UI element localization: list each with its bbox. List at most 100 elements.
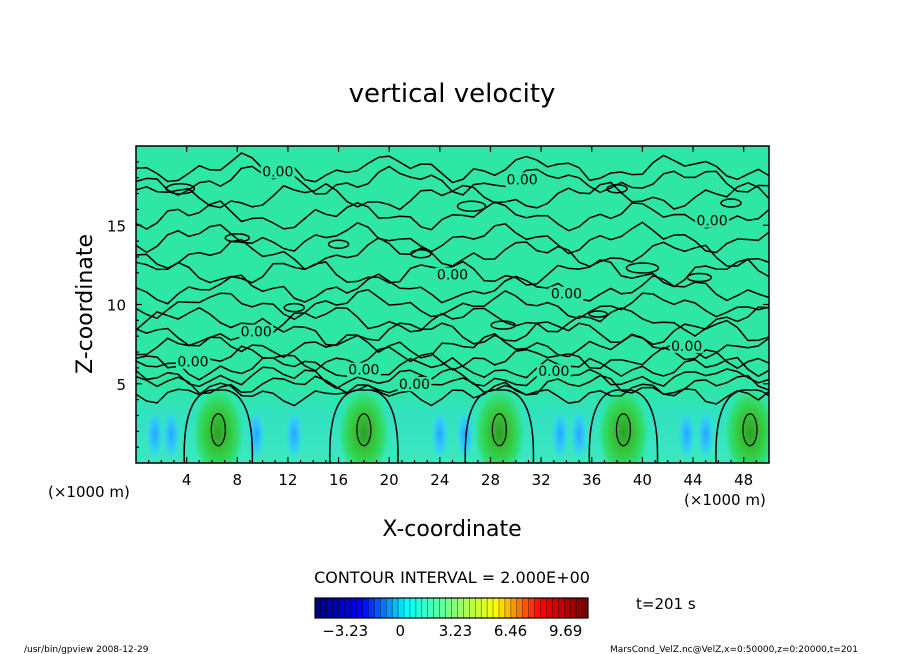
contour-label-bg-5 [549,286,584,301]
colorbar-cell-25 [457,598,464,618]
contour-island-1 [165,183,196,195]
updraft-zero-contour-2 [329,389,399,463]
zero-contour-4 [136,200,769,232]
colorbar-cell-22 [439,598,446,618]
contour-lines [136,152,769,463]
colorbar-cell-30 [487,598,494,618]
colorbar-tick-label-3: 3.23 [439,622,472,640]
colorbar-cell-40 [546,598,553,618]
time-label: t=201 s [636,595,696,613]
footer-left: /usr/bin/gpview 2008-12-29 [24,645,149,654]
colorbar-tick-label-1: −3.23 [322,622,368,640]
colorbar-tick-label-5: 9.69 [549,622,582,640]
colorbar-cell-28 [475,598,482,618]
contour-label-bg-6 [239,324,274,339]
colorbar-cell-46 [582,598,589,618]
updraft-core-contour-3 [491,413,507,447]
contour-island-7 [625,262,660,274]
updraft-zero-contour-3 [464,389,535,463]
colorbar-cell-42 [558,598,565,618]
contour-label-2: 0.00 [507,172,538,188]
downdraft-8 [570,408,589,461]
contour-island-12 [588,310,608,318]
contour-island-3 [606,184,628,194]
contour-label-10: 0.00 [538,364,569,380]
downdraft-5 [430,408,449,461]
zero-contour-9 [136,288,769,321]
colorbar-cell-36 [522,598,529,618]
x-tick-label-20: 20 [380,471,399,489]
zero-contour-17 [136,381,769,407]
x-tick-label-24: 24 [430,471,449,489]
x-unit-right: (×1000 m) [684,491,766,509]
x-tick-label-36: 36 [582,471,601,489]
zero-contour-3 [136,181,769,211]
contour-label-7: 0.00 [671,339,702,355]
colorbar-cell-12 [380,598,387,618]
downdraft-1 [145,408,164,461]
downdraft-3 [247,408,266,461]
plot-area: 0.00 0.00 0.00 0.00 0.00 0.00 0.00 0.00 0.00 0.00… [136,146,769,463]
updraft-core-contour-1 [210,413,226,447]
x-tick-label-32: 32 [532,471,551,489]
colorbar-cell-26 [463,598,470,618]
updraft-1 [192,386,245,463]
contour-label-4: 0.00 [437,268,468,284]
zero-contour-12 [136,332,769,360]
contour-island-10 [490,320,516,330]
colorbar-cell-34 [510,598,518,618]
colorbar-cell-31 [493,598,500,618]
updraft-core-contour-5 [742,413,758,447]
contour-interval-text: CONTOUR INTERVAL = 2.000E+00 [314,568,590,587]
colorbar-cell-27 [469,598,476,618]
colorbar-cell-8 [356,598,363,618]
x-tick-label-4: 4 [182,471,192,489]
updraft-2 [337,386,390,463]
zero-contour-1 [136,152,769,184]
x-tick-label-16: 16 [329,471,348,489]
downdraft-4 [285,408,304,461]
colorbar-cell-32 [498,598,506,618]
y-tick-label-10: 10 [107,297,126,315]
chart-title: vertical velocity [349,79,556,109]
x-axis-label: X-coordinate [382,517,521,542]
contour-island-11 [283,302,305,313]
velocity-cells [145,386,769,463]
updraft-4 [597,386,650,463]
downdraft-2 [162,408,181,461]
contour-island-6 [410,249,432,259]
colorbar-cell-6 [344,598,351,618]
colorbar-cell-4 [332,598,340,618]
contour-label-3: 0.00 [696,214,727,230]
colorbar-cell-35 [516,598,524,618]
colorbar-cell-45 [576,598,583,618]
colorbar-cell-2 [320,598,328,618]
colorbar-cell-14 [392,598,399,618]
x-tick-label-12: 12 [278,471,297,489]
colorbar-cell-37 [528,598,535,618]
zero-contour-10 [136,306,769,337]
contour-label-bg-11 [397,376,432,391]
colorbar-cell-1 [315,598,322,618]
colorbar-tick-labels: −3.23 0 3.23 6.46 9.69 [322,622,582,640]
zero-contour-15 [136,366,769,390]
contour-label-11: 0.00 [399,377,430,393]
colorbar-cell-17 [409,598,417,618]
updraft-zero-contour-5 [715,389,769,463]
colorbar-cell-19 [421,598,429,618]
colorbar-cell-3 [326,598,334,618]
colorbar-cell-13 [386,598,393,618]
contour-label-bg-10 [536,364,571,379]
colorbar-cell-43 [564,598,571,618]
x-tick-label-48: 48 [734,471,753,489]
footer-right: MarsCond_VelZ.nc@VelZ,x=0:50000,z=0:2000… [610,645,858,654]
zero-contour-13 [136,345,769,372]
zero-contour-14 [136,356,769,381]
downdraft-6 [456,408,475,461]
colorbar-cell-21 [433,598,440,618]
zero-contour-8 [136,273,769,305]
contour-label-6: 0.00 [241,325,272,341]
y-axis-label: Z-coordinate [73,234,98,374]
